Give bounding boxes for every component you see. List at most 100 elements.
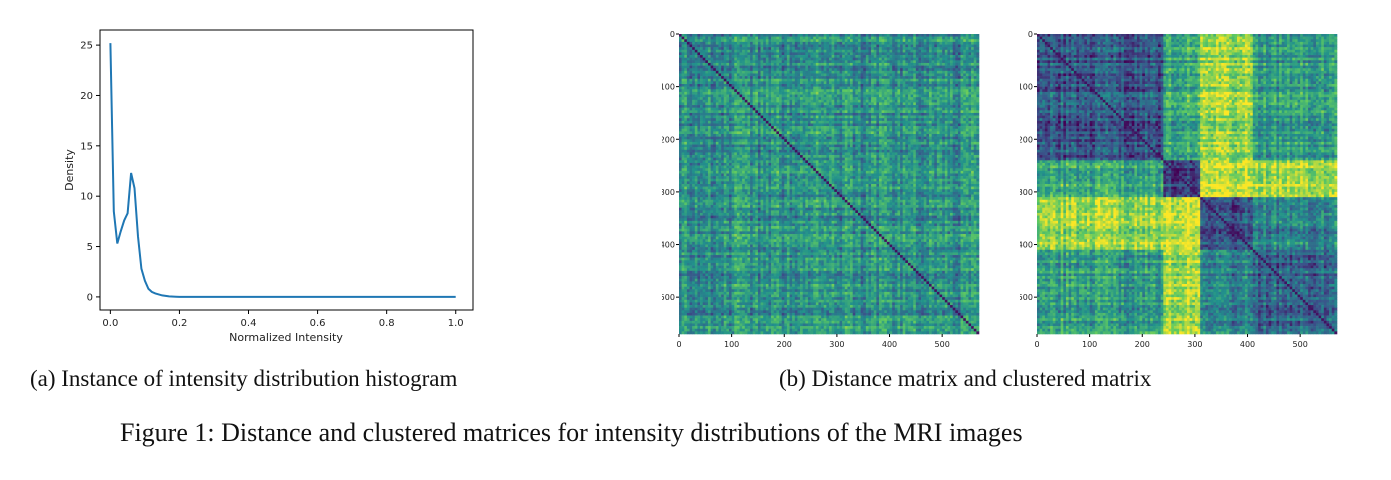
- heatmap-cell: [950, 136, 953, 140]
- heatmap-cell: [705, 99, 709, 103]
- heatmap-cell: [884, 112, 888, 116]
- heatmap-cell: [910, 78, 914, 82]
- heatmap-cell: [810, 52, 814, 56]
- heatmap-cell: [965, 65, 969, 69]
- heatmap-cell: [755, 34, 759, 37]
- heatmap-cell: [936, 41, 940, 45]
- heatmap-cell: [865, 107, 869, 111]
- heatmap-cell: [786, 141, 790, 145]
- heatmap-cell: [863, 115, 867, 119]
- heatmap-cell: [786, 89, 790, 93]
- heatmap-cell: [929, 76, 932, 80]
- heatmap-cell: [834, 141, 838, 145]
- heatmap-cell: [976, 94, 980, 98]
- heatmap-cell: [823, 49, 827, 53]
- heatmap-cell: [892, 76, 896, 80]
- heatmap-cell: [805, 134, 809, 137]
- heatmap-cell: [723, 81, 727, 85]
- heatmap-cell: [829, 57, 832, 61]
- heatmap-cell: [736, 34, 740, 37]
- heatmap-cell: [813, 118, 817, 122]
- heatmap-cell: [679, 131, 682, 135]
- heatmap-cell: [957, 41, 961, 45]
- heatmap-cell: [879, 52, 882, 56]
- heatmap-cell: [813, 115, 817, 119]
- heatmap-cell: [934, 39, 938, 43]
- heatmap-cell: [784, 55, 788, 58]
- heatmap-cell: [768, 84, 772, 87]
- heatmap-cell: [813, 34, 817, 37]
- heatmap-cell: [707, 134, 711, 137]
- heatmap-cell: [944, 52, 948, 56]
- heatmap-cell: [765, 118, 769, 122]
- heatmap-cell: [923, 102, 927, 106]
- heatmap-cell: [805, 47, 809, 51]
- heatmap-cell: [744, 91, 748, 95]
- heatmap-cell: [810, 34, 814, 37]
- heatmap-cell: [857, 44, 861, 48]
- heatmap-cell: [700, 123, 703, 127]
- heatmap-cell: [844, 107, 848, 111]
- heatmap-cell: [844, 78, 848, 82]
- heatmap-cell: [700, 97, 703, 101]
- heatmap-cell: [721, 123, 725, 127]
- heatmap-cell: [947, 89, 951, 93]
- heatmap-cell: [963, 128, 967, 132]
- heatmap-cell: [915, 73, 919, 77]
- heatmap-cell: [771, 107, 775, 111]
- heatmap-cell: [918, 39, 922, 43]
- heatmap-cell: [934, 68, 938, 72]
- heatmap-cell: [968, 110, 972, 114]
- heatmap-cell: [871, 112, 875, 116]
- heatmap-cell: [763, 78, 767, 82]
- heatmap-cell: [810, 126, 814, 130]
- heatmap-cell: [918, 126, 922, 130]
- heatmap-cell: [879, 76, 882, 80]
- heatmap-cell: [834, 47, 838, 51]
- heatmap-cell: [955, 39, 959, 43]
- heatmap-cell: [881, 60, 885, 64]
- heatmap-cell: [939, 107, 943, 111]
- heatmap-cell: [947, 41, 951, 45]
- heatmap-cell: [857, 52, 861, 56]
- heatmap-cell: [771, 47, 775, 51]
- heatmap-cell: [686, 120, 690, 124]
- heatmap-cell: [747, 52, 751, 56]
- heatmap-cell: [876, 118, 880, 122]
- heatmap-cell: [936, 86, 940, 90]
- heatmap-cell: [839, 89, 843, 93]
- heatmap-cell: [792, 126, 796, 130]
- heatmap-cell: [813, 147, 817, 151]
- heatmap-cell: [913, 115, 917, 119]
- heatmap-cell: [797, 136, 801, 140]
- heatmap-cell: [842, 126, 846, 130]
- heatmap-cell: [813, 105, 817, 108]
- heatmap-cell: [713, 81, 717, 85]
- heatmap-cell: [871, 120, 875, 124]
- heatmap-cell: [939, 86, 943, 90]
- heatmap-cell: [831, 89, 835, 93]
- heatmap-cell: [905, 115, 909, 119]
- heatmap-cell: [971, 139, 975, 143]
- heatmap-cell: [689, 44, 693, 48]
- heatmap-cell: [947, 60, 951, 64]
- heatmap-cell: [947, 34, 951, 37]
- heatmap-cell: [892, 86, 896, 90]
- heatmap-cell: [755, 141, 759, 145]
- heatmap-cell: [868, 76, 872, 80]
- heatmap-cell: [900, 131, 903, 135]
- heatmap-cell: [831, 65, 835, 69]
- heatmap-cell: [955, 136, 959, 140]
- heatmap-cell: [939, 115, 943, 119]
- heatmap-cell: [779, 44, 782, 48]
- heatmap-cell: [768, 65, 772, 69]
- heatmap-cell: [786, 62, 790, 66]
- heatmap-cell: [802, 47, 806, 51]
- heatmap-cell: [821, 120, 825, 124]
- heatmap-cell: [786, 102, 790, 106]
- heatmap-cell: [742, 115, 746, 119]
- heatmap-cell: [773, 126, 777, 130]
- heatmap-cell: [879, 78, 882, 82]
- heatmap-cell: [789, 136, 793, 140]
- heatmap-cell: [950, 97, 953, 101]
